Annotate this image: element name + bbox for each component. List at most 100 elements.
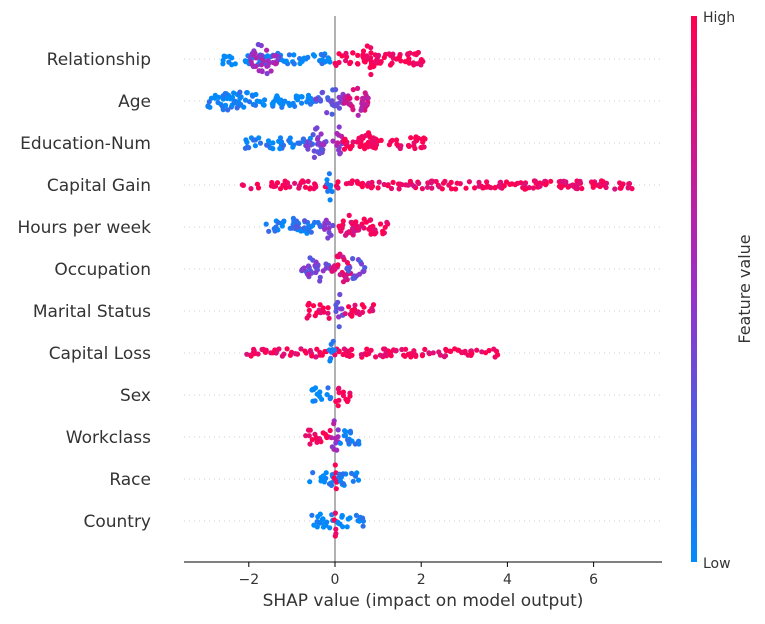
shap-dot <box>394 141 400 147</box>
shap-dot <box>310 52 316 58</box>
shap-dot <box>390 179 396 185</box>
shap-dot <box>497 184 503 190</box>
shap-dot <box>443 346 449 352</box>
shap-dot <box>439 186 445 192</box>
shap-dot <box>397 181 403 187</box>
shap-dot <box>353 512 359 519</box>
shap-dot <box>306 228 312 234</box>
shap-dot <box>297 60 303 67</box>
shap-dot <box>476 179 482 185</box>
shap-dot <box>328 99 334 105</box>
shap-dot <box>507 181 513 187</box>
shap-dot <box>305 92 312 98</box>
shap-dot <box>358 141 364 148</box>
shap-dot <box>302 184 309 190</box>
shap-dot <box>326 220 332 226</box>
shap-dot <box>271 53 277 59</box>
shap-dot <box>343 50 349 57</box>
shap-dot <box>350 225 356 231</box>
shap-dot <box>287 352 293 358</box>
shap-dot <box>318 474 324 481</box>
shap-dot <box>336 124 342 130</box>
shap-dot <box>272 61 279 67</box>
shap-dot <box>325 188 331 194</box>
shap-dot <box>252 143 258 149</box>
shap-dot <box>543 181 549 187</box>
shap-dot <box>346 180 352 186</box>
shap-dot <box>269 101 275 107</box>
shap-dot <box>335 403 341 409</box>
shap-dot <box>320 89 326 95</box>
shap-dot <box>242 97 249 103</box>
shap-dot <box>334 130 340 137</box>
shap-dot <box>378 59 384 65</box>
shap-dot <box>350 50 356 56</box>
feature-label: Race <box>109 470 151 490</box>
shap-dot <box>244 351 250 357</box>
shap-dot <box>290 215 296 221</box>
shap-dot <box>403 346 409 352</box>
shap-dot <box>283 58 289 64</box>
shap-dot <box>390 51 396 57</box>
shap-dot <box>488 185 494 191</box>
shap-dot <box>327 184 333 190</box>
shap-dot <box>407 50 413 56</box>
shap-dot <box>356 137 362 143</box>
x-tick-label: 2 <box>417 572 426 588</box>
shap-dot <box>320 430 326 436</box>
shap-dot <box>324 434 330 441</box>
shap-dot <box>222 91 228 97</box>
shap-dot <box>333 486 339 492</box>
shap-dot <box>310 257 316 263</box>
shap-dot <box>335 299 341 305</box>
shap-dot <box>523 186 529 192</box>
shap-dot <box>620 181 626 187</box>
shap-dot <box>346 95 352 101</box>
shap-dot <box>310 132 316 138</box>
shap-dot <box>497 180 503 186</box>
shap-dot <box>332 510 338 516</box>
shap-dot <box>307 441 313 447</box>
shap-dot <box>336 471 343 477</box>
shap-dot <box>327 358 333 364</box>
shap-dot <box>350 256 356 262</box>
shap-dot <box>355 52 361 59</box>
shap-dot <box>215 99 221 106</box>
shap-dot <box>326 315 332 321</box>
feature-row-dots <box>309 385 353 409</box>
shap-dot <box>319 517 325 523</box>
shap-dot <box>406 143 412 149</box>
shap-dot <box>360 95 366 101</box>
shap-dot <box>306 433 312 439</box>
shap-dot <box>321 52 327 59</box>
feature-row-dots <box>303 418 362 453</box>
shap-dot <box>286 52 292 58</box>
shap-dot <box>305 263 312 269</box>
shap-dot <box>273 95 279 101</box>
shap-dot <box>359 182 365 189</box>
shap-dot <box>375 54 381 60</box>
shap-dot <box>358 352 364 358</box>
shap-dot <box>325 310 331 316</box>
shap-dot <box>313 269 319 276</box>
shap-dot <box>309 437 315 443</box>
shap-dot <box>360 135 366 141</box>
shap-dot <box>286 100 292 106</box>
shap-dot <box>333 526 339 532</box>
shap-dot <box>359 101 365 107</box>
shap-dot <box>299 94 305 100</box>
shap-dot <box>330 138 336 144</box>
shap-dot <box>365 130 372 136</box>
shap-dot <box>347 515 353 521</box>
shap-dot <box>474 347 480 353</box>
shap-dot <box>229 55 235 61</box>
feature-row-dots <box>304 291 377 330</box>
shap-dot <box>336 51 342 57</box>
shap-dot <box>329 444 335 450</box>
shap-dot <box>335 262 341 268</box>
shap-dot <box>354 95 360 101</box>
feature-row-dots <box>239 171 635 203</box>
shap-dot <box>312 181 318 187</box>
shap-dot <box>419 186 425 192</box>
shap-dot <box>284 346 290 352</box>
